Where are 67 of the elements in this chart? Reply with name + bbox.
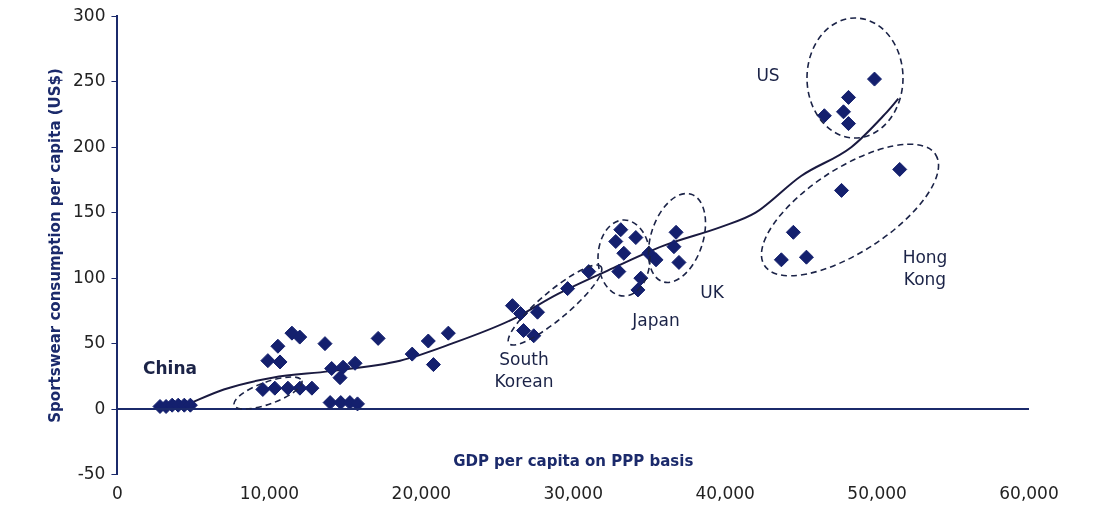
point	[425, 357, 441, 373]
point	[440, 325, 456, 341]
point	[270, 338, 286, 354]
y-tick-label: 300	[72, 4, 106, 25]
point	[834, 182, 850, 198]
x-tick-label: 30,000	[543, 483, 603, 504]
x-tick-label: 40,000	[695, 483, 755, 504]
point	[420, 333, 436, 349]
point	[581, 264, 597, 280]
point	[516, 323, 532, 339]
annotation: South Korean	[493, 348, 555, 392]
point	[317, 336, 333, 352]
y-tick-label: 150	[72, 201, 106, 222]
y-tick-label: 50	[83, 332, 106, 353]
point	[255, 381, 271, 397]
point	[611, 264, 627, 280]
y-tick-label: 0	[94, 397, 106, 418]
point	[668, 224, 684, 240]
point	[260, 353, 276, 369]
point	[404, 346, 420, 362]
x-tick-label: 0	[112, 483, 123, 504]
x-tick-label: 60,000	[999, 483, 1059, 504]
point	[633, 270, 649, 286]
point	[560, 281, 576, 297]
y-tick-label: -50	[77, 463, 106, 484]
y-tick-label: 100	[72, 266, 106, 287]
point	[816, 108, 832, 124]
annotation: Japan	[630, 309, 681, 331]
point	[648, 252, 664, 268]
point	[530, 304, 546, 320]
point	[798, 249, 814, 265]
point	[671, 254, 687, 270]
point	[332, 370, 348, 386]
point	[666, 239, 682, 255]
y-axis-title: Sportswear consumption per capita (US$)	[45, 68, 64, 423]
point	[892, 161, 908, 177]
point	[613, 222, 629, 238]
point	[370, 330, 386, 346]
annotation: Hong Kong	[901, 246, 949, 290]
point	[347, 355, 363, 371]
point	[866, 71, 882, 87]
annotation: UK	[699, 281, 725, 303]
point	[785, 224, 801, 240]
y-tick-label: 250	[72, 70, 106, 91]
point	[292, 329, 308, 345]
point	[773, 252, 789, 268]
point	[280, 380, 296, 396]
point	[304, 380, 320, 396]
point	[267, 380, 283, 396]
x-axis-title: GDP per capita on PPP basis	[453, 451, 694, 470]
point	[836, 104, 851, 120]
point	[841, 89, 857, 105]
point	[504, 298, 520, 314]
point	[272, 354, 288, 370]
x-tick-label: 50,000	[847, 483, 907, 504]
annotation: China	[142, 357, 198, 379]
point	[335, 359, 351, 375]
point	[628, 230, 644, 246]
y-tick-label: 200	[72, 135, 106, 156]
point	[608, 233, 624, 249]
point	[324, 361, 340, 377]
point	[616, 245, 632, 261]
annotation: US	[755, 64, 781, 86]
point	[841, 116, 857, 132]
x-tick-label: 20,000	[391, 483, 452, 504]
x-tick-label: 10,000	[239, 483, 300, 504]
point	[526, 328, 542, 344]
